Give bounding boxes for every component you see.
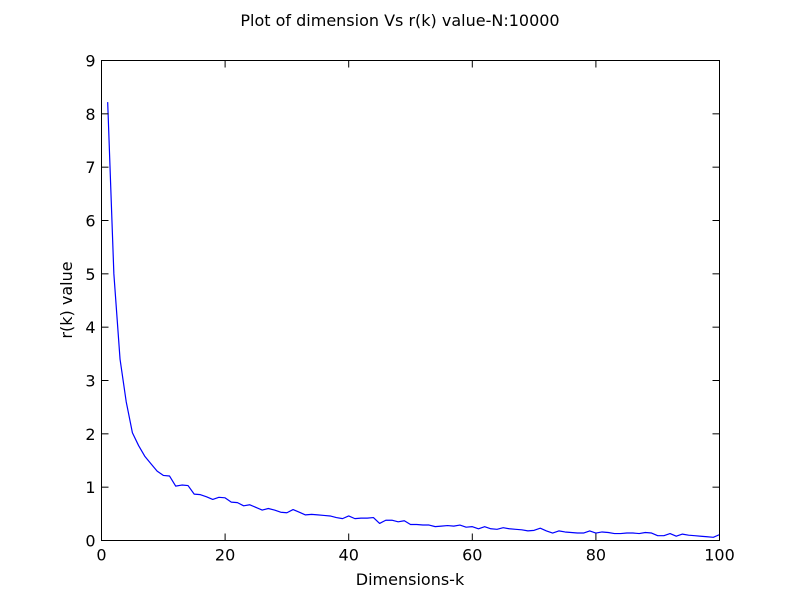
x-tick-label: 60 [462,546,482,565]
x-tick-label: 20 [215,546,235,565]
y-tick-label: 0 [85,532,95,551]
axes-frame [101,60,720,541]
series-line-0 [107,102,720,538]
y-tick-label: 3 [85,372,95,391]
y-tick-label: 8 [85,105,95,124]
chart-title: Plot of dimension Vs r(k) value-N:10000 [240,11,559,30]
y-tick-label: 4 [85,318,95,337]
y-tick-label: 1 [85,478,95,497]
y-tick-label: 7 [85,158,95,177]
ticks-layer: 0 20 40 60 80 100 0 1 2 3 4 5 6 7 8 9 [85,52,734,565]
data-layer [107,102,720,538]
y-tick-label: 6 [85,212,95,231]
x-axis-label: Dimensions-k [356,570,465,589]
x-tick-label: 100 [704,546,735,565]
y-tick-label: 5 [85,265,95,284]
y-tick-label: 2 [85,425,95,444]
x-tick-label: 80 [586,546,606,565]
plot-area: 0 20 40 60 80 100 0 1 2 3 4 5 6 7 8 9 [85,52,734,565]
y-axis-label: r(k) value [57,261,76,338]
x-tick-label: 40 [339,546,359,565]
x-tick-label: 0 [96,546,106,565]
y-tick-label: 9 [85,52,95,71]
